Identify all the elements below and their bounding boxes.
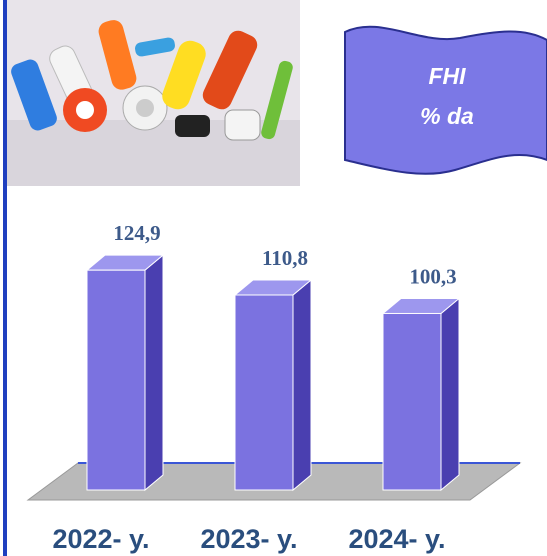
bar — [234, 294, 294, 491]
value-label: 110,8 — [262, 246, 308, 270]
bar-side — [440, 297, 460, 492]
bar-side — [292, 278, 312, 492]
bar — [86, 269, 146, 491]
x-tick-label: 2022- y. — [52, 524, 149, 554]
x-tick-label: 2024- y. — [348, 524, 445, 554]
bar — [382, 312, 442, 491]
banner-title: FHI — [428, 63, 466, 89]
banner-subtitle: % da — [420, 103, 474, 129]
value-label: 100,3 — [409, 264, 456, 288]
photo — [7, 0, 300, 186]
x-tick-label: 2023- y. — [200, 524, 297, 554]
bar-side — [144, 254, 164, 492]
banner — [344, 25, 547, 175]
value-label: 124,9 — [113, 221, 160, 245]
